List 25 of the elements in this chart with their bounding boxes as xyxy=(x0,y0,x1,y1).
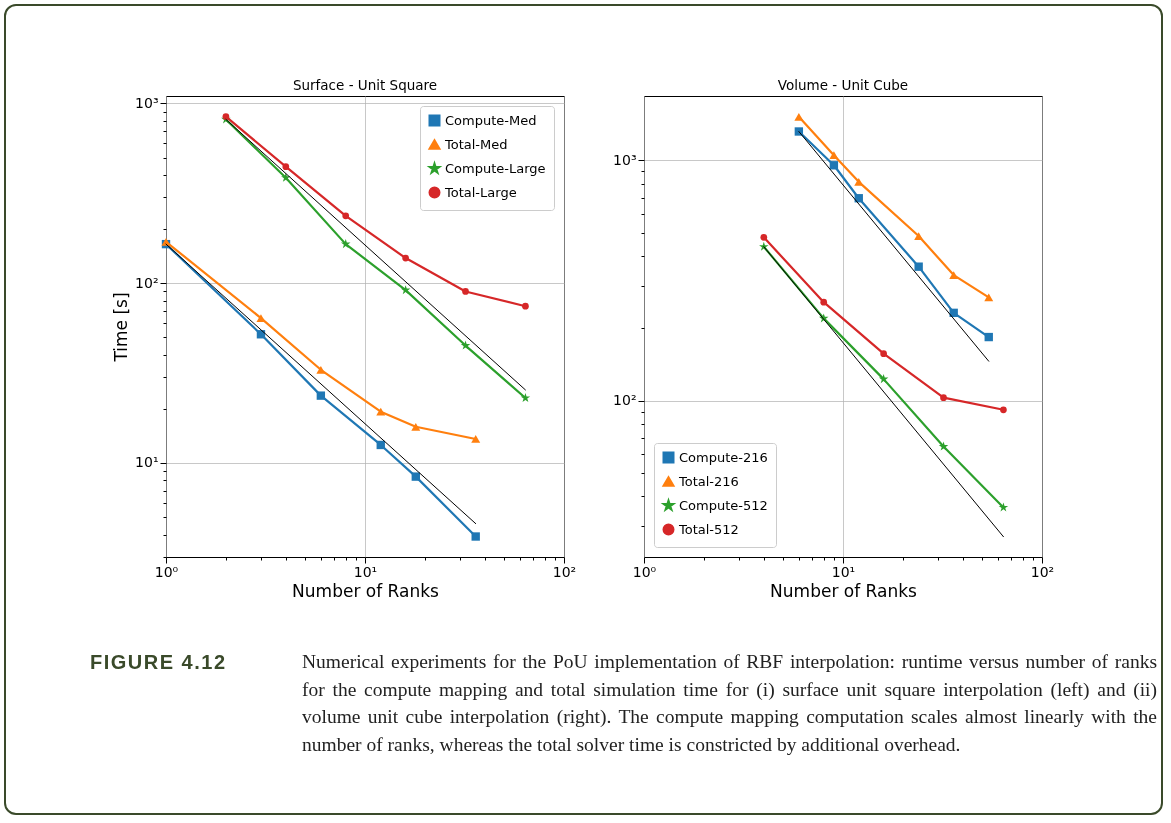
caption: FIGURE 4.12 xyxy=(90,650,228,675)
legend-label: Compute-512 xyxy=(679,497,768,513)
x-axis-title: Number of Ranks xyxy=(292,580,440,601)
legend-label: Total-216 xyxy=(678,473,739,489)
text: Numerical experiments for the PoU implementation of RBF interpolation: runtime versus number of ranks for the compute mapping and total simulation time for (i) surface unit square interpolation (left) and (ii) volume unit cube interpolation (right). The compute mapping computation scales almost linearly with the number of ranks, whereas the total solver time is constricted by additional overhead. xyxy=(302,650,1157,757)
x-tick-label: 10⁰ xyxy=(632,563,657,580)
legend-label: Compute-Large xyxy=(445,160,546,176)
x-tick-label: 10² xyxy=(1030,563,1055,580)
x-tick-label: 10² xyxy=(552,563,577,580)
y-tick-label: 10² xyxy=(135,274,159,291)
legend-label: Total-512 xyxy=(678,521,739,537)
y-axis-title: Time [s] xyxy=(111,292,132,363)
legend-label: Total-Med xyxy=(444,136,508,152)
legend-label: Total-Large xyxy=(444,184,517,200)
x-tick-label: 10¹ xyxy=(353,563,378,580)
chart-title: Surface - Unit Square xyxy=(292,76,438,93)
x-axis-title: Number of Ranks xyxy=(770,580,918,601)
legend-label: Compute-Med xyxy=(445,112,537,128)
y-tick-label: 10³ xyxy=(135,94,159,111)
y-tick-label: 10¹ xyxy=(135,454,159,471)
chart-title: Volume - Unit Cube xyxy=(777,76,909,93)
x-tick-label: 10⁰ xyxy=(154,563,179,580)
y-tick-label: 10³ xyxy=(613,151,637,168)
legend-label: Compute-216 xyxy=(679,449,768,465)
x-tick-label: 10¹ xyxy=(831,563,856,580)
